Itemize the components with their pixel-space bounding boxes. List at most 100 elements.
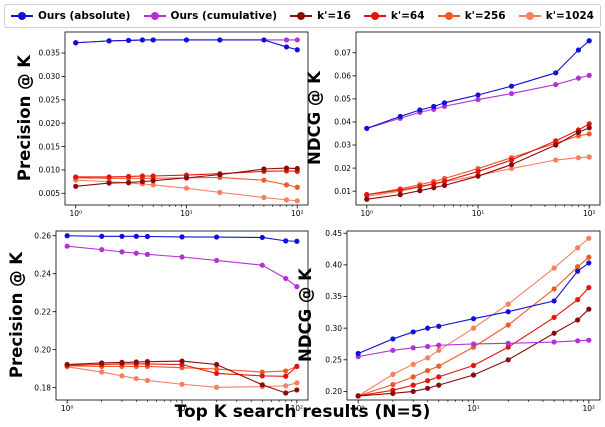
- x-tick-label: 10²: [291, 209, 304, 218]
- data-point: [213, 234, 220, 240]
- series-line: [357, 237, 590, 397]
- data-point: [259, 373, 265, 379]
- series-line: [75, 176, 298, 188]
- chart-panel: 10⁰ 10¹ 10² 0.01 0.02 0.03 0.04 0.05 0.06 0.07 NDC…: [305, 31, 601, 218]
- legend-item: k'=1024: [518, 10, 594, 22]
- y-tick-label: 0.25: [325, 356, 342, 365]
- y-tick-label: 0.030: [39, 72, 61, 81]
- data-point: [283, 390, 289, 396]
- data-point: [183, 185, 190, 191]
- data-point: [106, 38, 112, 44]
- data-point: [283, 383, 289, 389]
- data-point: [144, 251, 151, 257]
- data-point: [355, 393, 361, 399]
- data-point: [294, 238, 300, 244]
- data-point: [436, 363, 442, 369]
- data-point: [425, 355, 431, 361]
- data-point: [431, 103, 437, 110]
- x-tick-label: 10⁰: [360, 209, 373, 218]
- data-point: [410, 361, 416, 367]
- figure-xlabel: Top K search results (N=5): [174, 402, 431, 422]
- data-point: [441, 178, 448, 184]
- data-point: [119, 249, 125, 255]
- data-point: [575, 317, 581, 323]
- data-point: [470, 325, 477, 331]
- data-point: [390, 336, 396, 342]
- y-tick-label: 0.02: [334, 164, 351, 173]
- series-line: [75, 167, 298, 187]
- series-line: [67, 245, 298, 288]
- data-point: [125, 37, 132, 44]
- data-point: [150, 37, 156, 43]
- data-point: [436, 382, 442, 388]
- y-tick-label: 0.015: [39, 142, 61, 151]
- data-point: [475, 92, 481, 98]
- chart-panel: 10⁰ 10¹ 10² 0.20 0.25 0.30 0.35 0.40 0.45 NDCG @ …: [296, 229, 601, 413]
- legend: Ours (absolute) Ours (cumulative) k'=16 k'=…: [4, 4, 601, 28]
- data-point: [217, 172, 223, 178]
- data-point: [575, 264, 581, 270]
- data-point: [553, 70, 559, 76]
- data-point: [575, 338, 581, 344]
- data-point: [261, 194, 267, 201]
- data-point: [586, 125, 592, 131]
- x-tick-label: 10⁰: [352, 404, 365, 413]
- y-tick-label: 0.04: [334, 118, 351, 127]
- data-point: [294, 387, 300, 393]
- data-point: [259, 234, 265, 241]
- data-point: [261, 37, 267, 43]
- data-point: [505, 309, 511, 315]
- x-tick-label: 10¹: [176, 404, 189, 413]
- y-tick-label: 0.07: [334, 48, 351, 57]
- data-point: [586, 121, 592, 127]
- y-tick-label: 0.40: [325, 261, 342, 270]
- data-point: [553, 81, 559, 88]
- data-point: [425, 385, 431, 391]
- series-line: [67, 363, 298, 377]
- data-point: [505, 357, 511, 363]
- data-point: [551, 314, 557, 320]
- data-point: [119, 373, 125, 379]
- data-point: [505, 322, 511, 328]
- y-tick-label: 0.26: [34, 231, 51, 240]
- series-line: [366, 40, 590, 129]
- series-line: [67, 365, 298, 373]
- data-point: [586, 254, 592, 260]
- data-point: [475, 168, 481, 175]
- data-point: [213, 370, 220, 377]
- data-point: [431, 181, 437, 187]
- data-point: [508, 157, 515, 163]
- data-point: [283, 37, 290, 43]
- data-point: [553, 142, 559, 148]
- series-line: [358, 287, 590, 397]
- x-tick-label: 10²: [583, 404, 596, 413]
- data-point: [259, 369, 265, 375]
- y-axis-label: Precision @ K: [15, 54, 34, 181]
- chart-panel: 10⁰ 10¹ 10² 0.005 0.010 0.015 0.020 0.025 0.030 0…: [15, 31, 309, 218]
- x-tick-label: 10²: [291, 404, 304, 413]
- legend-label: k'=256: [464, 10, 506, 22]
- data-point: [217, 37, 223, 43]
- data-point: [505, 301, 511, 307]
- series-line: [366, 127, 590, 200]
- legend-label: Ours (cumulative): [170, 10, 277, 22]
- data-point: [410, 345, 416, 351]
- data-point: [475, 173, 481, 179]
- data-point: [133, 250, 139, 256]
- data-point: [213, 257, 220, 264]
- data-point: [73, 183, 79, 189]
- series-line: [358, 339, 589, 358]
- legend-swatch: [290, 11, 313, 21]
- series-line: [67, 360, 298, 394]
- data-point: [397, 187, 403, 193]
- data-point: [441, 100, 448, 106]
- data-point: [390, 381, 396, 388]
- data-point: [144, 377, 151, 384]
- data-point: [139, 179, 146, 185]
- y-axis-label: NDCG @ K: [305, 70, 324, 165]
- y-axis-label: NDCG @ K: [296, 267, 315, 362]
- data-point: [470, 362, 477, 369]
- data-point: [73, 40, 79, 46]
- data-point: [259, 262, 265, 268]
- data-point: [470, 316, 477, 322]
